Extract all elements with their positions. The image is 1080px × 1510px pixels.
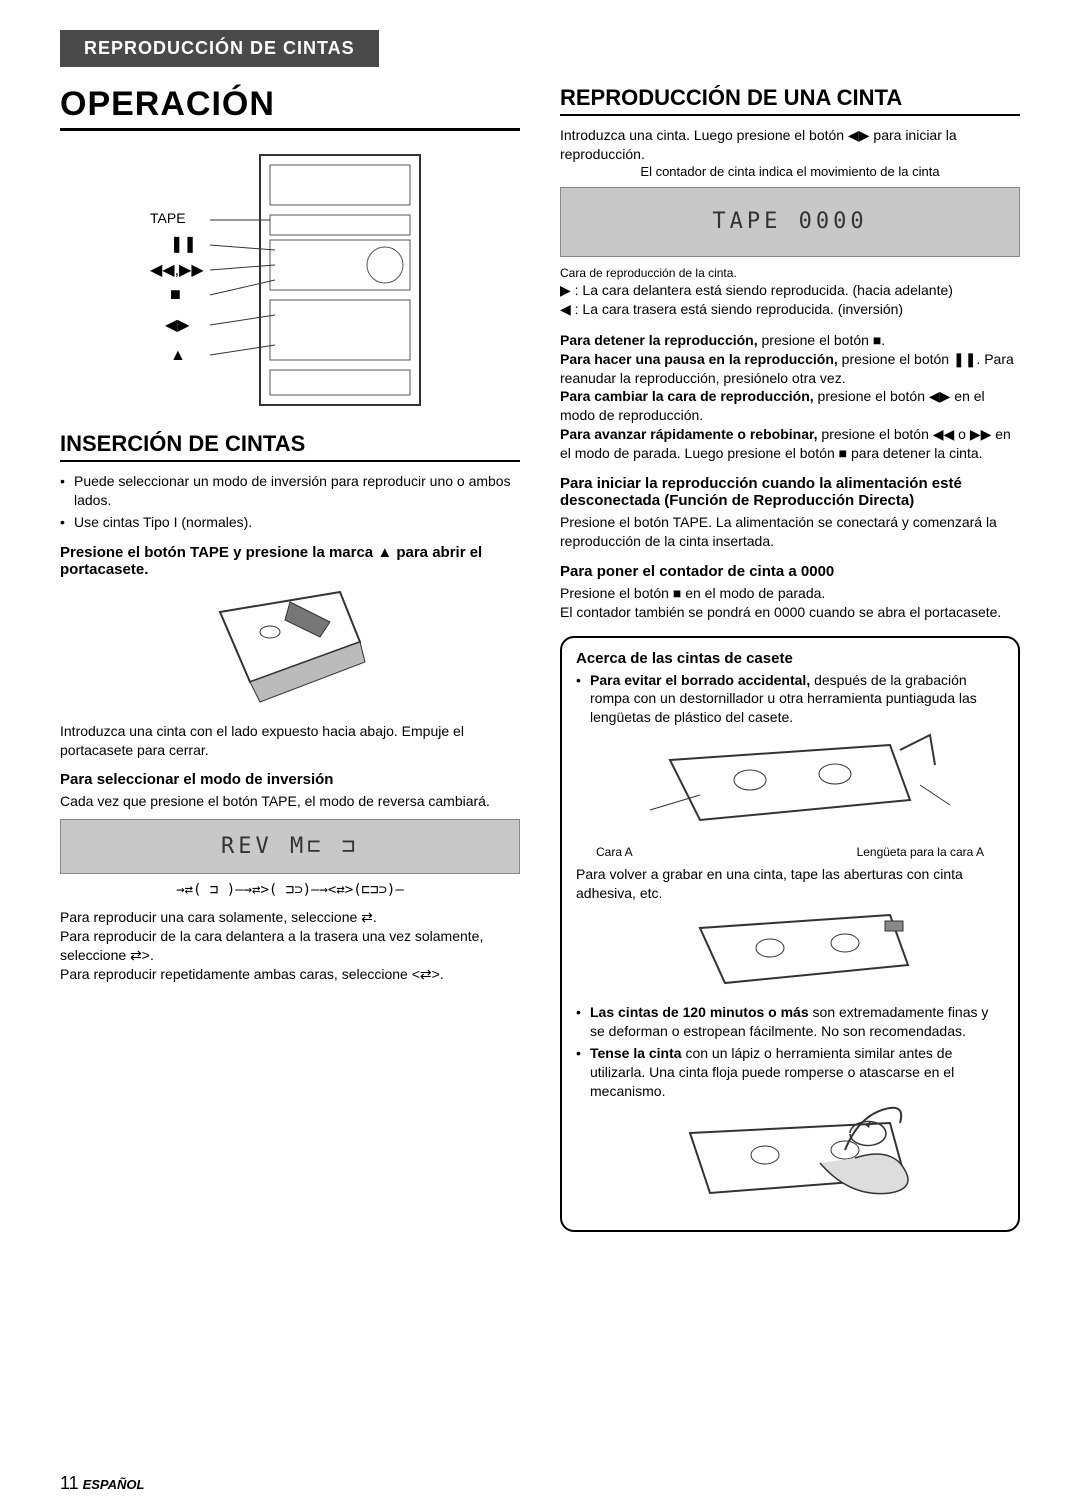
mode-text: Cada vez que presione el botón TAPE, el … [60, 792, 520, 811]
main-title: OPERACIÓN [60, 85, 520, 131]
mode-cycle: →⇄( ⊐ )—→⇄>( ⊐⊃)—→<⇄>(⊏⊐⊃)— [60, 882, 520, 898]
insert-text: Introduzca una cinta con el lado expuest… [60, 722, 520, 760]
playback-title: REPRODUCCIÓN DE UNA CINTA [560, 85, 1020, 116]
direct-text: Presione el botón TAPE. La alimentación … [560, 513, 1020, 551]
pause-instruction: Para hacer una pausa en la reproducción,… [560, 350, 1020, 388]
counter-caption: El contador de cinta indica el movimient… [560, 164, 1020, 179]
note-bullet: Las cintas de 120 minutos o más son extr… [576, 1003, 1004, 1041]
note-bullet: Tense la cinta con un lápiz o herramient… [576, 1044, 1004, 1101]
counter-text1: Presione el botón ■ en el modo de parada… [560, 584, 1020, 603]
insercion-title: INSERCIÓN DE CINTAS [60, 431, 520, 462]
left-column: OPERACIÓN TAPE ❚❚ ◀◀,▶▶ ■ ◀▶ ▲ INSERCIÓN… [60, 85, 520, 1232]
stop-instruction: Para detener la reproducción, presione e… [560, 331, 1020, 350]
mode-title: Para seleccionar el modo de inversión [60, 771, 520, 788]
insercion-bullets: Puede seleccionar un modo de inversión p… [60, 472, 520, 532]
stereo-diagram: TAPE ❚❚ ◀◀,▶▶ ■ ◀▶ ▲ [140, 145, 440, 415]
cassette-note-box: Acerca de las cintas de casete Para evit… [560, 636, 1020, 1233]
cassette-labels: Cara A Lengüeta para la cara A [576, 845, 1004, 859]
counter-text2: El contador también se pondrá en 0000 cu… [560, 603, 1020, 622]
svg-text:◀▶: ◀▶ [165, 317, 190, 334]
note-bold: Para evitar el borrado accidental, [590, 672, 810, 688]
bullet: Puede seleccionar un modo de inversión p… [60, 472, 520, 510]
tape-again-text: Para volver a grabar en una cinta, tape … [576, 865, 1004, 903]
lengueta-label: Lengüeta para la cara A [857, 845, 984, 859]
note-bold: Tense la cinta [590, 1045, 682, 1061]
language-label: ESPAÑOL [83, 1477, 145, 1492]
pencil-tension-diagram [576, 1103, 1004, 1213]
change-instruction: Para cambiar la cara de reproducción, pr… [560, 387, 1020, 425]
mode-line: Para reproducir repetidamente ambas cara… [60, 965, 520, 984]
counter-reset-title: Para poner el contador de cinta a 0000 [560, 563, 1020, 580]
mode-line: Para reproducir una cara solamente, sele… [60, 908, 520, 927]
stop-rest: presione el botón ■. [762, 332, 886, 348]
cassette-tab-diagram [576, 730, 1004, 840]
page-number: 11 [60, 1473, 79, 1493]
two-column-layout: OPERACIÓN TAPE ❚❚ ◀◀,▶▶ ■ ◀▶ ▲ INSERCIÓN… [60, 85, 1020, 1232]
ffwd-instruction: Para avanzar rápidamente o rebobinar, pr… [560, 425, 1020, 463]
rev-display: REV M⊏ ⊐ [60, 819, 520, 874]
mode-line: Para reproducir de la cara delantera a l… [60, 927, 520, 965]
press-instruction: Presione el botón TAPE y presione la mar… [60, 544, 520, 578]
note-bold: Las cintas de 120 minutos o más [590, 1004, 809, 1020]
play-reverse: ◀ : La cara trasera está siendo reproduc… [560, 300, 1020, 319]
svg-text:TAPE: TAPE [150, 210, 186, 226]
svg-text:◀◀,▶▶: ◀◀,▶▶ [150, 262, 204, 279]
note-title: Acerca de las cintas de casete [576, 650, 1004, 667]
play-forward: ▶ : La cara delantera está siendo reprod… [560, 281, 1020, 300]
cassette-tape-cover-diagram [576, 903, 1004, 998]
svg-text:■: ■ [170, 284, 181, 304]
tape-counter-display: TAPE 0000 [560, 187, 1020, 257]
cara-a-label: Cara A [596, 845, 633, 859]
svg-text:❚❚: ❚❚ [170, 236, 197, 253]
playback-intro: Introduzca una cinta. Luego presione el … [560, 126, 1020, 164]
note-bullet: Para evitar el borrado accidental, despu… [576, 671, 1004, 728]
cassette-insert-diagram [190, 582, 390, 712]
right-column: REPRODUCCIÓN DE UNA CINTA Introduzca una… [560, 85, 1020, 1232]
bullet: Use cintas Tipo I (normales). [60, 513, 520, 532]
page-footer: 11 ESPAÑOL [60, 1473, 144, 1494]
svg-text:▲: ▲ [170, 347, 186, 364]
cara-caption: Cara de reproducción de la cinta. [560, 265, 1020, 281]
direct-title: Para iniciar la reproducción cuando la a… [560, 475, 1020, 509]
stop-bold: Para detener la reproducción, [560, 332, 758, 348]
section-banner: REPRODUCCIÓN DE CINTAS [60, 30, 379, 67]
